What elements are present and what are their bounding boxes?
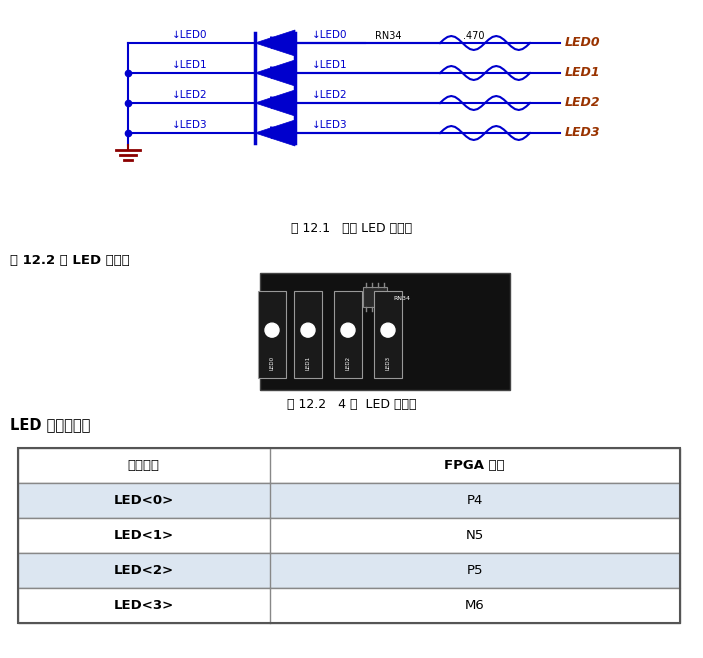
Text: 图 12.2 为 LED 实物图: 图 12.2 为 LED 实物图 bbox=[10, 253, 130, 266]
Circle shape bbox=[341, 323, 355, 337]
Text: .470: .470 bbox=[463, 31, 484, 41]
Text: LED2: LED2 bbox=[565, 97, 600, 109]
Text: 图 12.2   4 个  LED 实物图: 图 12.2 4 个 LED 实物图 bbox=[287, 399, 416, 411]
Text: ↓LED2: ↓LED2 bbox=[172, 90, 208, 100]
Bar bbox=[260, 273, 510, 390]
Text: LED2: LED2 bbox=[345, 356, 351, 370]
Text: ↓LED2: ↓LED2 bbox=[312, 90, 348, 100]
Bar bbox=[258, 291, 286, 378]
Text: ↓LED1: ↓LED1 bbox=[172, 60, 208, 70]
Text: LED1: LED1 bbox=[306, 356, 311, 370]
Circle shape bbox=[381, 323, 395, 337]
Bar bbox=[18, 448, 680, 483]
Text: P4: P4 bbox=[467, 494, 483, 507]
Circle shape bbox=[265, 323, 279, 337]
Text: 引脚名称: 引脚名称 bbox=[128, 459, 160, 472]
Bar bbox=[18, 588, 680, 623]
Polygon shape bbox=[255, 120, 295, 146]
Bar bbox=[363, 287, 387, 307]
Text: ↓LED1: ↓LED1 bbox=[312, 60, 348, 70]
Bar bbox=[334, 291, 362, 378]
Bar bbox=[18, 448, 680, 623]
Polygon shape bbox=[255, 90, 295, 116]
Text: N5: N5 bbox=[465, 529, 484, 542]
Text: LED<3>: LED<3> bbox=[114, 599, 174, 612]
Text: LED<0>: LED<0> bbox=[114, 494, 174, 507]
Polygon shape bbox=[255, 30, 295, 56]
Bar bbox=[18, 483, 680, 518]
Text: P5: P5 bbox=[467, 564, 483, 577]
Text: LED3: LED3 bbox=[385, 356, 390, 370]
Text: LED<2>: LED<2> bbox=[114, 564, 174, 577]
Text: LED1: LED1 bbox=[565, 66, 600, 80]
Text: LED0: LED0 bbox=[565, 36, 600, 49]
Polygon shape bbox=[255, 60, 295, 86]
Text: M6: M6 bbox=[465, 599, 484, 612]
Text: LED<1>: LED<1> bbox=[114, 529, 174, 542]
Text: ↓LED0: ↓LED0 bbox=[312, 30, 348, 40]
Text: ↓LED0: ↓LED0 bbox=[172, 30, 208, 40]
Text: RN34: RN34 bbox=[375, 31, 401, 41]
Text: RN34: RN34 bbox=[393, 297, 410, 301]
Text: LED0: LED0 bbox=[269, 356, 274, 370]
Text: ↓LED3: ↓LED3 bbox=[172, 120, 208, 130]
Bar bbox=[18, 553, 680, 588]
Bar bbox=[374, 291, 402, 378]
Text: FPGA 引脚: FPGA 引脚 bbox=[444, 459, 505, 472]
Text: 图 12.1   用户 LED 原理图: 图 12.1 用户 LED 原理图 bbox=[291, 222, 412, 234]
Text: LED3: LED3 bbox=[565, 126, 600, 139]
Bar bbox=[18, 518, 680, 553]
Text: LED 引脚分配：: LED 引脚分配： bbox=[10, 417, 91, 432]
Bar bbox=[294, 291, 322, 378]
Circle shape bbox=[301, 323, 315, 337]
Text: ↓LED3: ↓LED3 bbox=[312, 120, 348, 130]
